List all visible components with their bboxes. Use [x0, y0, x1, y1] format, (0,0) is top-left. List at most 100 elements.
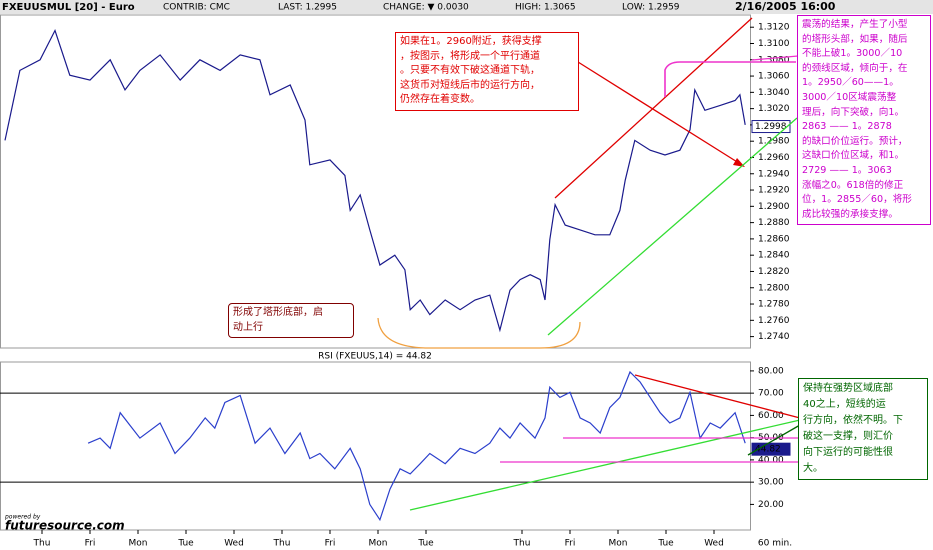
note-line: 成比较强的承接支撑。: [802, 208, 898, 220]
x-tick-label: Mon: [609, 539, 628, 549]
y-tick-label: 30.00: [758, 478, 784, 488]
y-tick-label: 1.3080: [758, 55, 790, 65]
note-line: ，按图示，将形成一个平行通道: [400, 50, 540, 62]
rsi-arrow: [747, 424, 801, 456]
datetime: 2/16/2005 16:00: [735, 0, 836, 13]
note-line: 破这一支撑，则汇价: [803, 431, 893, 442]
x-tick-label: Thu: [513, 539, 531, 549]
note-line: 向下运行的可能性很: [803, 447, 893, 458]
y-tick-label: 1.2880: [758, 218, 790, 228]
x-tick-label: Fri: [565, 539, 576, 549]
note-line: 动上行: [233, 321, 263, 333]
chart-title: RSI (FXEUUS,14) = 44.82: [318, 352, 432, 362]
contrib: CONTRIB: CMC: [163, 3, 230, 13]
y-tick-label: 1.2900: [758, 202, 790, 212]
x-tick-label: Wed: [224, 539, 244, 549]
note-line: 1。2950／60——1。: [802, 77, 899, 89]
note-line: 2863 —— 1。2878: [802, 121, 892, 133]
note-line: 的塔形头部，如果，随后: [802, 33, 908, 45]
x-tick-label: Tue: [177, 539, 194, 549]
note-line: 40之上，短线的运: [803, 399, 886, 410]
note-line: 的缺口价位运行。预计，: [802, 135, 908, 147]
header-bar: [0, 0, 933, 14]
x-tick-label: Tue: [417, 539, 434, 549]
y-tick-label: 1.3100: [758, 39, 790, 49]
note-line: 行方向，依然不明。下: [803, 415, 903, 426]
last: LAST: 1.2995: [278, 3, 337, 13]
y-tick-label: 1.2760: [758, 316, 790, 326]
y-tick-label: 1.3060: [758, 72, 790, 82]
y-tick-label: 1.2820: [758, 267, 790, 277]
change: CHANGE: ▼ 0.0030: [383, 3, 469, 13]
x-tick-label: Mon: [369, 539, 388, 549]
rsi-note: 保持在强势区域底部 40之上，短线的运行方向，依然不明。下 破这一支撑，则汇价 向下运…: [798, 378, 928, 480]
y-tick-label: 60.00: [758, 411, 784, 421]
x-tick-label: Fri: [325, 539, 336, 549]
interval-label: 60 min.: [758, 539, 792, 549]
note-line: 震荡的结果，产生了小型: [802, 19, 908, 30]
note-line: 形成了塔形底部，启: [233, 307, 323, 318]
channel-top: [554, 17, 753, 199]
rsi-up-line: [409, 419, 801, 511]
y-tick-label: 70.00: [758, 389, 784, 399]
last-marker: [751, 442, 791, 456]
y-tick-label: 1.2920: [758, 186, 790, 196]
x-tick-label: Wed: [704, 539, 724, 549]
top-bracket: [664, 61, 796, 97]
y-tick-label: 1.3120: [758, 23, 790, 33]
y-tick-label: 1.2840: [758, 251, 790, 261]
watermark-small: powered by: [4, 514, 41, 521]
y-tick-label: 1.2980: [758, 137, 790, 147]
last-marker-label: 1.2998: [755, 122, 787, 132]
watermark: futuresource.com: [5, 519, 125, 533]
note-line: 。只要不有效下破这通道下轨，: [400, 65, 540, 77]
line: [87, 370, 746, 522]
note-line: 位，1。2855／60，将形: [802, 194, 912, 206]
bottom-bracket: [377, 317, 581, 349]
note-line: 这货币对短线后市的运行方向，: [400, 79, 540, 91]
y-tick-label: 1.2960: [758, 153, 790, 163]
x-tick-label: Tue: [657, 539, 674, 549]
x-tick-label: Mon: [129, 539, 148, 549]
note-line: 2729 —— 1。3063: [802, 164, 892, 176]
note-line: 3000／10区域震荡整: [802, 91, 897, 103]
note-line: 理后，向下突破，向1。: [802, 106, 905, 118]
y-tick-label: 1.3020: [758, 104, 790, 114]
y-tick-label: 1.2780: [758, 300, 790, 310]
y-tick-label: 40.00: [758, 455, 784, 465]
note-line: 的颈线区域，倾向于，在: [802, 62, 908, 74]
y-tick-label: 20.00: [758, 500, 784, 510]
note-line: 保持在强势区域底部: [803, 383, 893, 394]
y-tick-label: 1.2800: [758, 283, 790, 293]
note-line: 如果在1。2960附近，获得支撑: [400, 36, 542, 47]
arrow-line: [577, 61, 743, 166]
note-line: 不能上破1。3000／10: [802, 48, 903, 60]
note-line: 仍然存在着变数。: [400, 94, 480, 106]
x-tick-label: Thu: [33, 539, 51, 549]
panel: [0, 14, 751, 349]
y-tick-label: 1.3040: [758, 88, 790, 98]
top-arrow: [751, 55, 799, 61]
note-line: 这缺口价位区域，和1。: [802, 150, 905, 162]
symbol: FXEUUSMUL [20] - Euro: [2, 2, 135, 13]
support-line: [547, 117, 798, 336]
top-note: 震荡的结果，产生了小型 的塔形头部，如果，随后 不能上破1。3000／10 的颈线区域…: [797, 15, 931, 226]
note-line: 涨幅之0。618倍的修正: [802, 179, 904, 191]
channel-note: 如果在1。2960附近，获得支撑 ，按图示，将形成一个平行通道 。只要不有效下破这通…: [395, 32, 579, 111]
high: HIGH: 1.3065: [515, 3, 576, 13]
low: LOW: 1.2959: [622, 3, 680, 13]
last-marker: [751, 120, 791, 134]
x-tick-label: Fri: [85, 539, 96, 549]
last-marker-label: 44.82: [755, 445, 781, 455]
rsi-down-line: [634, 374, 801, 419]
arrow-head: [733, 158, 745, 167]
y-tick-label: 1.2860: [758, 234, 790, 244]
y-tick-label: 80.00: [758, 366, 784, 376]
note-line: 大。: [803, 463, 823, 474]
annotation-lines: [377, 17, 801, 511]
y-tick-label: 1.2940: [758, 169, 790, 179]
y-tick-label: 1.2740: [758, 332, 790, 342]
bottom-note: 形成了塔形底部，启 动上行: [228, 303, 354, 339]
